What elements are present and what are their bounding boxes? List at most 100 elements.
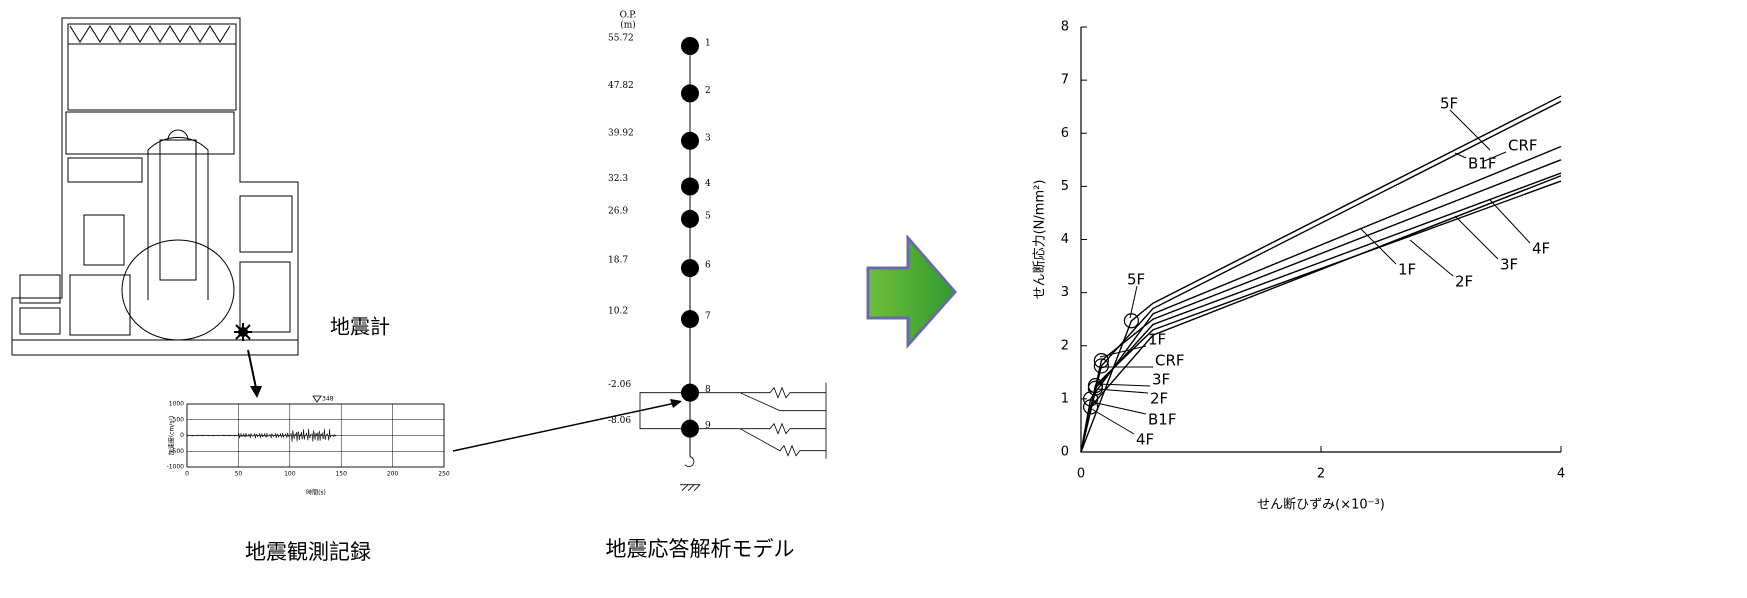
series-label: 4F [1532, 240, 1550, 258]
y-tick-label: 4 [1061, 232, 1069, 247]
leader-line [1449, 109, 1491, 151]
leader-line [1091, 401, 1147, 415]
y-tick-label: 1000 [169, 401, 184, 408]
series-label: 4F [1136, 431, 1154, 449]
node [681, 259, 699, 278]
elevation-label: 32.3 [608, 174, 628, 184]
y-tick-label: 5 [1061, 179, 1069, 194]
x-tick-label: 0 [1077, 467, 1085, 482]
arrow-head [670, 399, 682, 408]
leader-line [1096, 383, 1151, 387]
y-tick-label: 3 [1061, 285, 1069, 300]
node [681, 209, 699, 228]
series-label: CRF [1508, 137, 1538, 155]
y-tick-label: 8 [1061, 20, 1069, 35]
break-point [1082, 399, 1099, 415]
arrow [247, 349, 257, 389]
leader-line [1489, 199, 1531, 244]
x-tick-label: 250 [438, 471, 450, 478]
y-axis-label: 加速度(cm/s²) [168, 416, 176, 455]
waveform [186, 428, 337, 442]
node-number: 1 [705, 39, 711, 49]
response-model: 1 55.72 2 47.82 3 39.92 4 32.3 5 26.9 6 18.7 7 10.2 8 -… [608, 34, 827, 491]
leader-line [1454, 215, 1499, 260]
x-tick-label: 150 [335, 471, 347, 478]
peak-label: 348 [322, 396, 334, 403]
y-tick-label: -500 [170, 448, 184, 455]
break-point [1093, 353, 1110, 369]
elevation-label: 39.92 [608, 128, 634, 138]
node-number: 3 [705, 133, 711, 143]
y-tick-label: -1000 [167, 464, 185, 471]
leader-line [1099, 345, 1147, 358]
x-axis-label: 時間(s) [306, 489, 326, 497]
series-label: CRF [1155, 352, 1185, 370]
elevation-label: -2.06 [608, 380, 631, 390]
series-line [1080, 175, 1562, 453]
node-number: 2 [705, 86, 711, 96]
node-number: 4 [705, 179, 711, 189]
node-number: 9 [705, 421, 711, 431]
node [681, 84, 699, 103]
node [681, 131, 699, 150]
elevation-label: 10.2 [608, 307, 628, 317]
unit: O.P. [620, 11, 637, 21]
y-tick-label: 0 [180, 432, 184, 439]
x-tick-label: 100 [284, 471, 296, 478]
series-label: 3F [1152, 371, 1170, 389]
soil-springs [639, 382, 827, 467]
break-point [1093, 358, 1110, 374]
y-tick-label: 0 [1061, 445, 1069, 460]
series-label: B1F [1468, 155, 1496, 173]
leader-line [1454, 152, 1467, 159]
y-tick-label: 2 [1061, 338, 1069, 353]
caption: 地震観測記録 [245, 540, 371, 564]
leader-line [1129, 285, 1138, 319]
series-label: 2F [1455, 273, 1473, 291]
node [681, 37, 699, 55]
elevation-label: 55.72 [608, 34, 634, 44]
caption: 地震応答解析モデル [606, 537, 795, 561]
node [681, 177, 699, 196]
node [681, 310, 699, 329]
elevation-label: 18.7 [608, 256, 628, 266]
x-tick-label: 4 [1557, 467, 1565, 482]
y-tick-label: 1 [1061, 391, 1069, 406]
elevation-label: 26.9 [608, 206, 628, 216]
series-line [1080, 145, 1562, 453]
elevation-label: 47.82 [608, 81, 634, 91]
series-label: 1F [1398, 261, 1416, 279]
leader-line [1481, 151, 1507, 163]
node-number: 5 [705, 211, 711, 221]
seismometer-icon [234, 323, 252, 341]
series-line [1080, 95, 1562, 453]
leader-line [1089, 407, 1135, 435]
x-tick-label: 200 [387, 471, 399, 478]
y-tick-label: 6 [1061, 126, 1069, 141]
series-label: 5F [1440, 95, 1458, 113]
flow-arrow [866, 233, 957, 349]
building-section [11, 17, 299, 356]
arrow [452, 401, 681, 452]
y-tick-label: 500 [173, 416, 185, 423]
series-label: 5F [1127, 271, 1145, 289]
x-tick-label: 0 [185, 471, 189, 478]
unit: (m) [620, 20, 636, 31]
leader-line [1359, 227, 1397, 265]
node-number: 7 [705, 312, 711, 322]
arrow-head [250, 386, 262, 398]
series-label: 2F [1150, 390, 1168, 408]
series-label: 3F [1500, 256, 1518, 274]
seismometer-label: 地震計 [330, 315, 390, 339]
y-axis-label: せん断応力(N/mm²) [1033, 180, 1048, 300]
series-label: B1F [1148, 411, 1176, 429]
node-number: 8 [705, 385, 711, 395]
x-tick-label: 2 [1317, 467, 1325, 482]
x-axis-label: せん断ひずみ(×10⁻³) [1257, 498, 1385, 513]
peak-marker [312, 395, 322, 403]
fixed-support [680, 484, 701, 491]
y-tick-label: 7 [1061, 73, 1069, 88]
chart: 0 1 2 3 4 5 6 7 8 0 2 4 せん断ひずみ(×10⁻³) せん断応力(N/mm²) 5F 5… [1033, 20, 1566, 513]
